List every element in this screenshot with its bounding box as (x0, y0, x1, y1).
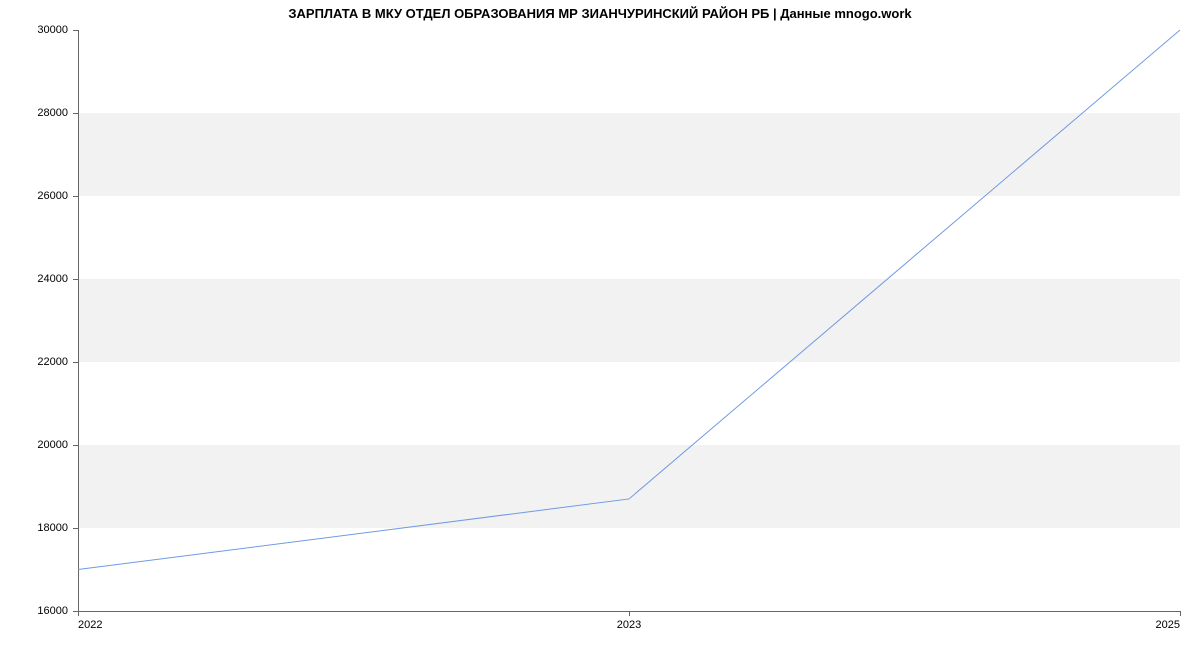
x-tick (1180, 611, 1181, 616)
plot-area: 1600018000200002200024000260002800030000… (78, 30, 1180, 611)
y-tick-label: 22000 (37, 356, 68, 368)
chart-title: ЗАРПЛАТА В МКУ ОТДЕЛ ОБРАЗОВАНИЯ МР ЗИАН… (0, 6, 1200, 21)
y-tick-label: 20000 (37, 439, 68, 451)
x-tick (78, 611, 79, 616)
y-tick-label: 30000 (37, 24, 68, 36)
line-layer (78, 30, 1180, 611)
y-tick-label: 26000 (37, 190, 68, 202)
x-tick-label: 2023 (617, 619, 641, 631)
y-tick-label: 24000 (37, 273, 68, 285)
x-tick (629, 611, 630, 616)
series-line (78, 30, 1180, 570)
x-tick-label: 2025 (1156, 619, 1180, 631)
x-tick-label: 2022 (78, 619, 102, 631)
y-tick-label: 16000 (37, 605, 68, 617)
y-tick-label: 28000 (37, 107, 68, 119)
salary-line-chart: ЗАРПЛАТА В МКУ ОТДЕЛ ОБРАЗОВАНИЯ МР ЗИАН… (0, 0, 1200, 650)
y-tick-label: 18000 (37, 522, 68, 534)
